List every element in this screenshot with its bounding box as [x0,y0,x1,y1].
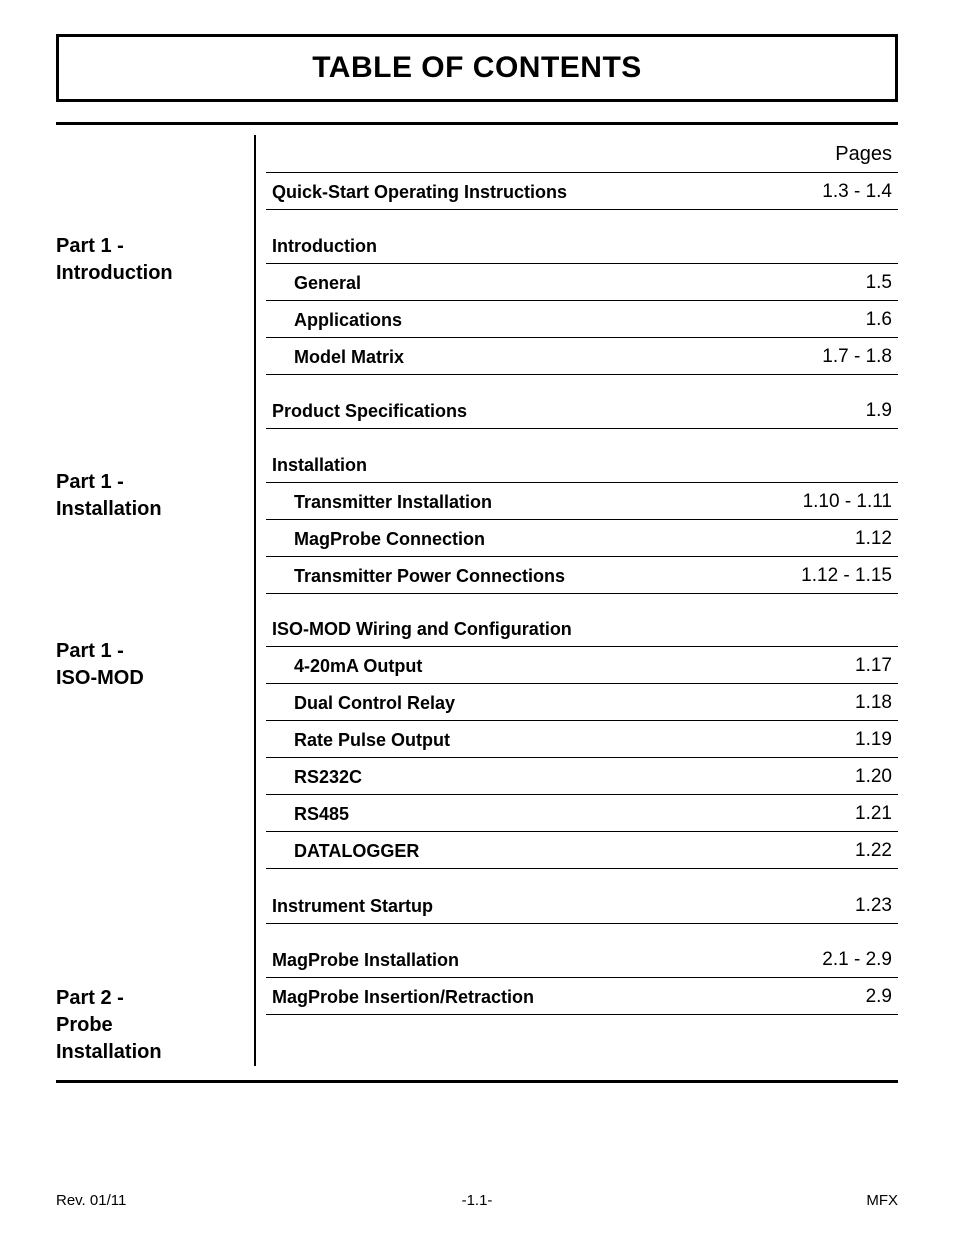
rate-pulse-pages: 1.19 [741,721,898,758]
toc-row-magprobe-install: MagProbe Installation 2.1 - 2.9 [266,941,898,978]
general-pages: 1.5 [741,263,898,300]
toc-row-datalogger: DATALOGGER 1.22 [266,832,898,869]
toc-row-rs485: RS485 1.21 [266,795,898,832]
toc-table: Pages Quick-Start Operating Instructions… [266,135,898,1015]
install-hdr-label: Installation [266,447,741,483]
part0-line1: Part 1 - [56,235,124,257]
toc-row-rs232c: RS232C 1.20 [266,758,898,795]
toc-row-intro-hdr: Introduction [266,228,898,264]
rs232c-pages: 1.20 [741,758,898,795]
instrument-startup-label: Instrument Startup [266,887,741,924]
install-hdr-pages [741,447,898,483]
out-420-pages: 1.17 [741,647,898,684]
magprobe-ir-pages: 2.9 [741,978,898,1015]
out-420-label: 4-20mA Output [266,647,741,684]
dual-relay-label: Dual Control Relay [266,684,741,721]
rs232c-label: RS232C [266,758,741,795]
applications-pages: 1.6 [741,300,898,337]
model-matrix-pages: 1.7 - 1.8 [741,337,898,374]
part3-line2: Probe [56,1014,113,1036]
part1-line2: Installation [56,498,162,520]
toc-row-install-hdr: Installation [266,447,898,483]
toc-row-applications: Applications 1.6 [266,300,898,337]
magprobe-conn-label: MagProbe Connection [266,519,741,556]
toc-header-empty [266,135,741,173]
product-specs-label: Product Specifications [266,392,741,429]
toc-row-quickstart: Quick-Start Operating Instructions 1.3 -… [266,173,898,210]
right-column: Pages Quick-Start Operating Instructions… [256,135,898,1066]
toc-row-magprobe-ir: MagProbe Insertion/Retraction 2.9 [266,978,898,1015]
datalogger-pages: 1.22 [741,832,898,869]
part2-line2: ISO-MOD [56,667,144,689]
part3-line1: Part 2 - [56,987,124,1009]
part-label-0: Part 1 - Introduction [56,233,244,287]
content: Part 1 - Introduction Part 1 - Installat… [56,135,898,1066]
rate-pulse-label: Rate Pulse Output [266,721,741,758]
toc-row-isomod-hdr: ISO-MOD Wiring and Configuration [266,611,898,647]
dual-relay-pages: 1.18 [741,684,898,721]
rule-bottom [56,1080,898,1083]
part2-line1: Part 1 - [56,640,124,662]
model-matrix-label: Model Matrix [266,337,741,374]
tx-install-label: Transmitter Installation [266,482,741,519]
toc-row-tx-install: Transmitter Installation 1.10 - 1.11 [266,482,898,519]
magprobe-conn-pages: 1.12 [741,519,898,556]
toc-row-model-matrix: Model Matrix 1.7 - 1.8 [266,337,898,374]
toc-row-420: 4-20mA Output 1.17 [266,647,898,684]
part-label-3: Part 2 - Probe Installation [56,985,244,1066]
part3-line3: Installation [56,1041,162,1063]
part-label-1: Part 1 - Installation [56,469,244,523]
intro-hdr-pages [741,228,898,264]
toc-row-dual-relay: Dual Control Relay 1.18 [266,684,898,721]
tx-install-pages: 1.10 - 1.11 [741,482,898,519]
isomod-hdr-label: ISO-MOD Wiring and Configuration [266,611,741,647]
datalogger-label: DATALOGGER [266,832,741,869]
toc-row-magprobe-conn: MagProbe Connection 1.12 [266,519,898,556]
rule-top [56,122,898,125]
toc-row-rate-pulse: Rate Pulse Output 1.19 [266,721,898,758]
toc-row-instrument-startup: Instrument Startup 1.23 [266,887,898,924]
product-specs-pages: 1.9 [741,392,898,429]
toc-header-pages: Pages [741,135,898,173]
intro-hdr-label: Introduction [266,228,741,264]
title-frame: TABLE OF CONTENTS [56,34,898,102]
part-label-2: Part 1 - ISO-MOD [56,638,244,692]
magprobe-install-label: MagProbe Installation [266,941,741,978]
toc-row-product-specs: Product Specifications 1.9 [266,392,898,429]
page-title: TABLE OF CONTENTS [69,51,885,85]
toc-row-tx-power: Transmitter Power Connections 1.12 - 1.1… [266,556,898,593]
left-column: Part 1 - Introduction Part 1 - Installat… [56,135,256,1066]
applications-label: Applications [266,300,741,337]
general-label: General [266,263,741,300]
magprobe-ir-label: MagProbe Insertion/Retraction [266,978,741,1015]
quickstart-pages: 1.3 - 1.4 [741,173,898,210]
instrument-startup-pages: 1.23 [741,887,898,924]
tx-power-label: Transmitter Power Connections [266,556,741,593]
quickstart-label: Quick-Start Operating Instructions [266,173,741,210]
rs485-label: RS485 [266,795,741,832]
tx-power-pages: 1.12 - 1.15 [741,556,898,593]
rs485-pages: 1.21 [741,795,898,832]
toc-row-general: General 1.5 [266,263,898,300]
part0-line2: Introduction [56,262,173,284]
toc-header-row: Pages [266,135,898,173]
footer-center: -1.1- [56,1192,898,1209]
isomod-hdr-pages [741,611,898,647]
part1-line1: Part 1 - [56,471,124,493]
magprobe-install-pages: 2.1 - 2.9 [741,941,898,978]
footer: Rev. 01/11 -1.1- MFX [56,1192,898,1209]
